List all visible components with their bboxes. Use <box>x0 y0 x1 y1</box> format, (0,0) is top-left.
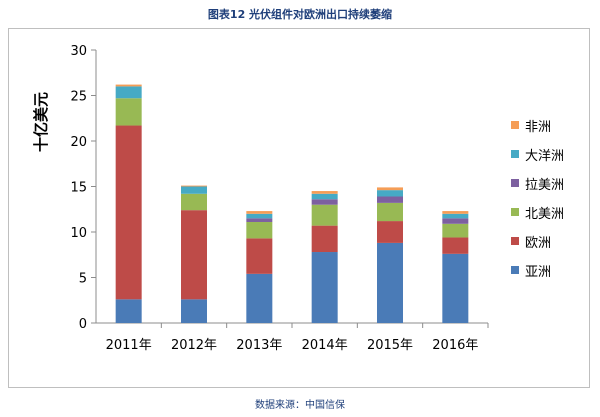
bar-segment-3 <box>311 204 338 226</box>
bar-segment-1 <box>115 299 142 323</box>
bar-segment-2 <box>246 238 273 274</box>
bar-segment-5 <box>311 193 338 200</box>
x-tick-label: 2013年 <box>236 338 282 353</box>
x-tick-label: 2011年 <box>106 338 152 353</box>
x-tick-label: 2012年 <box>171 338 217 353</box>
bar-segment-2 <box>181 210 207 300</box>
axes: 0 5 10 15 20 25 30 十亿美元 2011年 2012年 2013年 2014年 2015… <box>32 44 489 353</box>
bar-segment-6 <box>377 187 403 191</box>
bar-segment-1 <box>181 299 207 323</box>
y-tick-label: 20 <box>70 135 87 150</box>
legend-swatch <box>511 150 519 158</box>
chart-title: 图表12 光伏组件对欧洲出口持续萎缩 <box>207 8 393 21</box>
y-tick-label: 25 <box>70 90 87 105</box>
bar-segment-5 <box>181 186 207 194</box>
legend-swatch <box>511 237 519 245</box>
legend-label: 北美洲 <box>525 207 564 222</box>
y-tick-label: 30 <box>70 44 87 59</box>
bar-segment-5 <box>246 213 273 219</box>
legend-label: 欧洲 <box>525 236 551 251</box>
data-source-note: 数据来源：中国信保 <box>255 400 345 411</box>
bar-segment-6 <box>246 211 273 214</box>
bar-segment-6 <box>181 185 207 187</box>
x-tick-label: 2015年 <box>367 338 413 353</box>
bar-segment-5 <box>442 213 469 219</box>
y-tick-label: 15 <box>70 181 87 196</box>
bar-segment-3 <box>246 221 273 239</box>
bars <box>115 84 469 323</box>
bar-segment-6 <box>442 211 469 214</box>
bar-segment-2 <box>377 221 403 243</box>
bar-segment-2 <box>442 237 469 254</box>
bar-segment-1 <box>442 253 469 323</box>
bar-segment-4 <box>246 218 273 222</box>
legend-swatch <box>511 208 519 216</box>
bar-segment-1 <box>377 242 403 323</box>
legend-label: 非洲 <box>525 120 551 135</box>
bar-segment-4 <box>377 196 403 203</box>
legend-label: 大洋洲 <box>525 149 564 164</box>
legend-label: 亚洲 <box>525 265 551 280</box>
y-axis-label: 十亿美元 <box>32 92 50 152</box>
x-tick-label: 2016年 <box>432 338 478 353</box>
bar-segment-3 <box>115 98 142 126</box>
legend-swatch <box>511 179 519 187</box>
legend-swatch <box>511 266 519 274</box>
bar-segment-6 <box>311 191 338 194</box>
bar-segment-3 <box>442 223 469 238</box>
y-tick-label: 5 <box>79 272 87 287</box>
bar-segment-3 <box>377 202 403 222</box>
bar-segment-1 <box>246 273 273 323</box>
bar-segment-2 <box>115 125 142 300</box>
bar-segment-2 <box>311 225 338 253</box>
y-tick-label: 0 <box>79 317 87 332</box>
bar-segment-3 <box>181 193 207 211</box>
x-tick-label: 2014年 <box>302 338 348 353</box>
bar-segment-4 <box>311 199 338 205</box>
chart-frame <box>8 28 590 388</box>
bar-segment-5 <box>115 86 142 99</box>
bar-segment-4 <box>442 218 469 224</box>
bar-segment-1 <box>311 252 338 323</box>
bar-segment-6 <box>115 84 142 87</box>
legend-swatch <box>511 121 519 129</box>
legend-label: 拉美洲 <box>525 178 564 193</box>
y-tick-label: 10 <box>70 226 87 241</box>
bar-segment-5 <box>377 190 403 197</box>
